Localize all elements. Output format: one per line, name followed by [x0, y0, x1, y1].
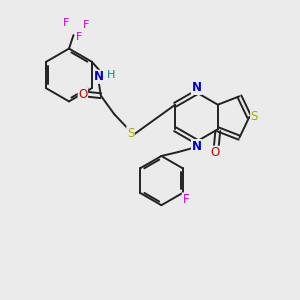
- Text: H: H: [106, 70, 115, 80]
- Text: S: S: [251, 110, 258, 124]
- Text: S: S: [127, 127, 134, 140]
- Text: F: F: [83, 20, 89, 30]
- Text: N: N: [191, 140, 202, 153]
- Text: F: F: [63, 17, 69, 28]
- Text: O: O: [210, 146, 219, 159]
- Text: F: F: [182, 193, 189, 206]
- Text: N: N: [191, 81, 202, 94]
- Text: N: N: [94, 70, 104, 83]
- Text: F: F: [76, 32, 82, 42]
- Text: O: O: [78, 88, 88, 101]
